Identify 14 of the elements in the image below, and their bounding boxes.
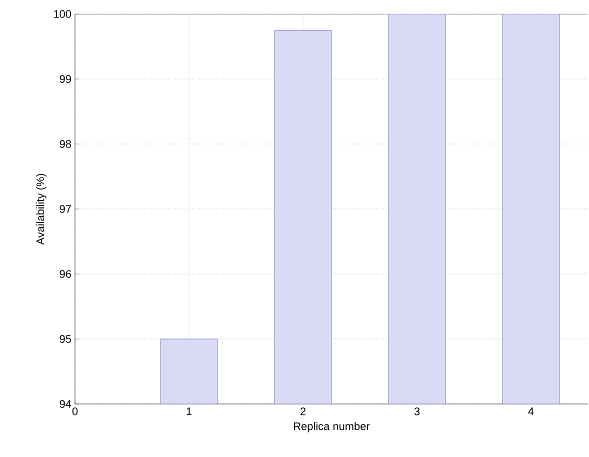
x-tick-label: 2 (300, 408, 306, 416)
y-tick-label: 99 (60, 75, 71, 83)
y-tick-label: 95 (60, 335, 72, 343)
y-axis-title: Availability (%) (36, 174, 46, 245)
x-tick-label: 0 (72, 408, 78, 416)
y-tick-label: 98 (60, 140, 71, 148)
x-axis-title: Replica number (294, 422, 370, 432)
y-tick-label: 94 (60, 400, 72, 408)
x-tick-label: 4 (528, 408, 534, 416)
x-tick-label: 1 (186, 408, 192, 416)
y-tick-label: 96 (60, 270, 71, 278)
y-tick-label: 100 (54, 10, 72, 18)
x-tick-label: 3 (414, 408, 420, 416)
y-tick-label: 97 (60, 205, 71, 213)
